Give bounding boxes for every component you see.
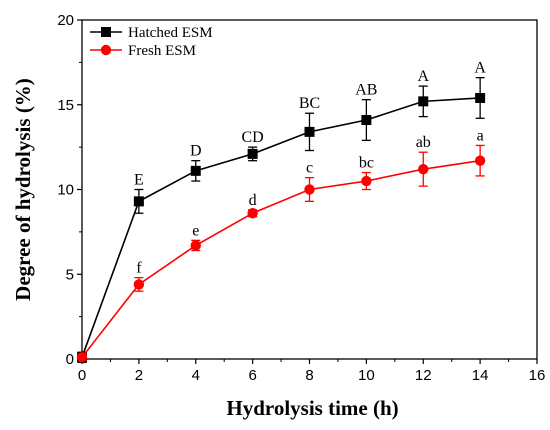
y-tick-label: 15 (57, 97, 74, 114)
significance-label: D (190, 143, 202, 160)
legend-label-hatched: Hatched ESM (128, 25, 213, 41)
legend: Hatched ESM Fresh ESM (90, 25, 213, 59)
data-point (247, 208, 257, 218)
y-ticks: 0 5 10 15 20 (57, 12, 82, 368)
x-tick-label: 8 (305, 367, 313, 384)
x-axis-title: Hydrolysis time (h) (226, 396, 398, 420)
x-tick-label: 6 (248, 367, 256, 384)
data-point (361, 115, 371, 125)
x-tick-label: 2 (135, 367, 143, 384)
data-point (304, 184, 314, 194)
y-tick-label: 5 (66, 266, 74, 283)
significance-label: ab (416, 134, 431, 151)
data-point (475, 155, 485, 165)
series-fresh: f e d c bc ab a (77, 127, 486, 362)
significance-label: f (136, 260, 142, 277)
x-tick-label: 4 (192, 367, 200, 384)
x-tick-label: 16 (529, 367, 546, 384)
significance-label: BC (299, 95, 320, 112)
x-tick-label: 12 (415, 367, 432, 384)
significance-label: d (249, 192, 257, 209)
y-tick-label: 0 (66, 351, 74, 368)
data-point (77, 352, 87, 362)
significance-label: a (477, 127, 484, 144)
x-tick-label: 10 (358, 367, 375, 384)
series-line (82, 161, 480, 358)
significance-label: E (134, 172, 144, 189)
data-point (134, 279, 144, 289)
data-point (134, 196, 144, 206)
legend-marker-fresh (101, 45, 111, 55)
significance-label: A (417, 68, 429, 85)
y-tick-label: 10 (57, 182, 74, 199)
data-point (418, 164, 428, 174)
y-tick-label: 20 (57, 12, 74, 29)
significance-label: AB (355, 82, 377, 99)
legend-marker-hatched (101, 27, 111, 37)
significance-label: bc (359, 155, 374, 172)
significance-label: A (474, 60, 486, 77)
significance-label: e (192, 222, 199, 239)
data-point (475, 93, 485, 103)
data-point (191, 240, 201, 250)
series-hatched: E D CD BC AB A A (77, 60, 486, 363)
data-point (361, 176, 371, 186)
series-layer: E D CD BC AB A Af e d c bc ab a (77, 60, 487, 363)
data-point (418, 96, 428, 106)
x-tick-label: 0 (78, 367, 86, 384)
y-axis-title: Degree of hydrolysis (%) (11, 78, 35, 301)
significance-label: CD (242, 129, 264, 146)
significance-label: c (306, 160, 313, 177)
data-point (248, 149, 258, 159)
x-ticks: 0 2 4 6 8 10 12 14 16 (78, 359, 546, 384)
legend-label-fresh: Fresh ESM (128, 43, 196, 59)
data-point (305, 127, 315, 137)
x-tick-label: 14 (472, 367, 489, 384)
data-point (191, 166, 201, 176)
